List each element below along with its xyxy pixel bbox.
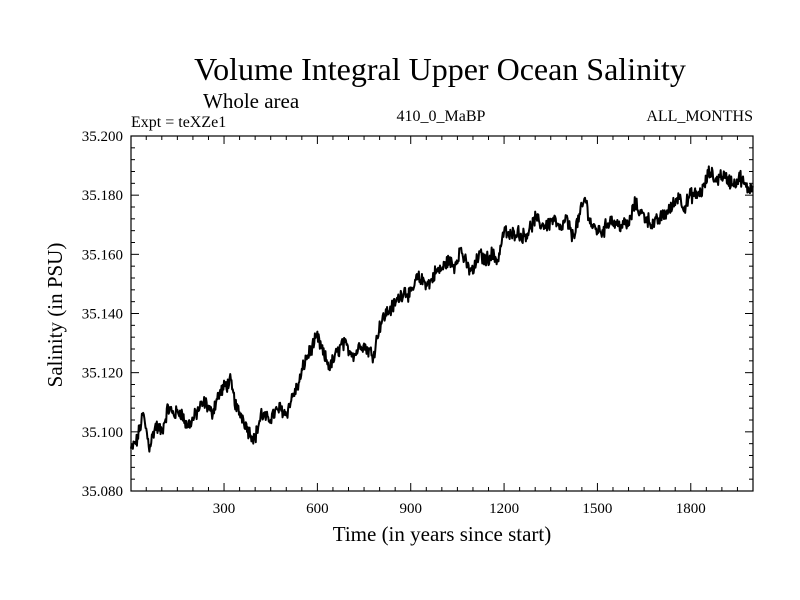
y-tick-label: 35.180 [82,188,123,204]
run-label: 410_0_MaBP [397,108,486,125]
x-tick-label: 300 [213,501,236,517]
experiment-label: Expt = teXZe1 [131,114,226,131]
x-tick-labels: 300 600 900 1200 1500 1800 [213,501,706,517]
months-label: ALL_MONTHS [646,108,753,125]
x-axis-label: Time (in years since start) [333,522,552,546]
chart-title: Volume Integral Upper Ocean Salinity [194,51,686,87]
y-tick-label: 35.140 [82,307,123,323]
x-tick-label: 1500 [582,501,612,517]
x-tick-label: 600 [306,501,329,517]
y-axis-label: Salinity (in PSU) [43,243,67,388]
series-line [130,165,754,453]
chart-subtitle: Whole area [203,89,300,113]
x-tick-label: 900 [399,501,422,517]
y-tick-label: 35.120 [82,366,123,382]
x-tick-label: 1800 [676,501,706,517]
y-tick-label: 35.080 [82,484,123,500]
y-tick-label: 35.100 [82,425,123,441]
x-tick-label: 1200 [489,501,519,517]
plot-area [130,135,754,492]
y-tick-labels: 35.080 35.100 35.120 35.140 35.160 35.180 35.2… [82,129,123,500]
tick-layer [131,135,753,492]
y-tick-label: 35.160 [82,247,123,263]
y-tick-label: 35.200 [82,129,123,145]
